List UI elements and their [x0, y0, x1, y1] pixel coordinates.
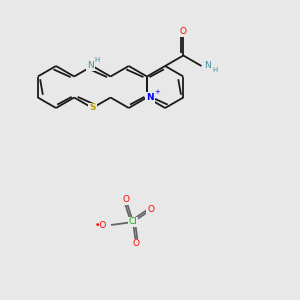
Text: •O: •O — [94, 220, 107, 230]
Text: O: O — [122, 196, 130, 205]
Text: H: H — [95, 57, 100, 63]
Text: N: N — [146, 93, 154, 102]
Text: O: O — [133, 239, 140, 248]
Text: O: O — [147, 206, 154, 214]
Text: +: + — [154, 89, 160, 95]
Text: N: N — [204, 61, 211, 70]
Text: Cl: Cl — [129, 218, 137, 226]
Text: N: N — [87, 61, 94, 70]
Text: S: S — [89, 103, 96, 112]
Text: H: H — [213, 67, 218, 73]
Text: O: O — [180, 27, 187, 36]
